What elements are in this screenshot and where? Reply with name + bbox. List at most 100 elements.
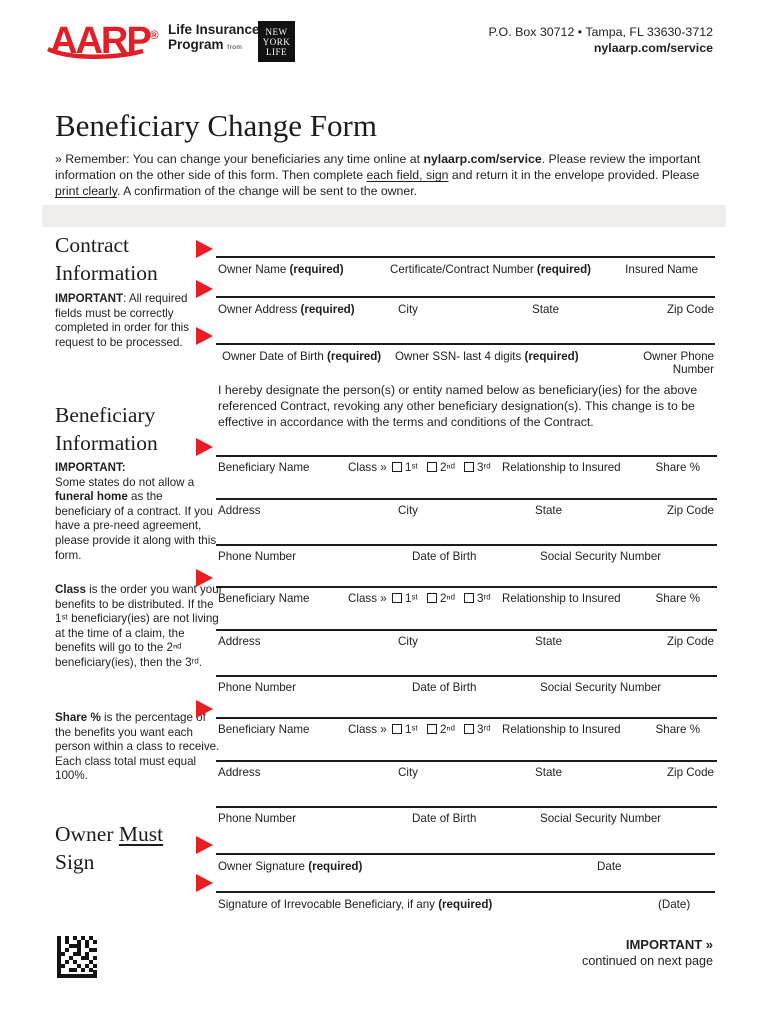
zip-label: Zip Code — [666, 303, 714, 316]
contract-section-heading: Contract Information — [55, 233, 158, 285]
beneficiary-phone-fill-line[interactable] — [216, 806, 717, 808]
owner-dob-fill-line[interactable] — [216, 343, 715, 345]
share-explanation-note: Share % is the percentage of the benefit… — [55, 711, 220, 783]
page-title: Beneficiary Change Form — [55, 108, 377, 143]
owner-address-fill-line[interactable] — [216, 296, 715, 298]
ssn-label: Social Security Number — [540, 550, 662, 563]
city-label: City — [398, 766, 418, 779]
zip-label: Zip Code — [666, 766, 714, 779]
footer-continued: continued on next page — [582, 954, 713, 968]
insured-name-label: Insured Name — [625, 263, 698, 276]
share-label: Share % — [655, 723, 700, 736]
beneficiary-name-fill-line[interactable] — [216, 586, 717, 588]
pointer-arrow-icon — [196, 569, 213, 587]
checkbox-icon[interactable] — [392, 462, 402, 472]
city-label: City — [398, 504, 418, 517]
pointer-arrow-icon — [196, 874, 213, 892]
owner-phone-label: Owner Phone Number — [643, 350, 714, 376]
footer-important: IMPORTANT » — [625, 937, 713, 952]
beneficiary-important-note: IMPORTANT: Some states do not allow a fun… — [55, 461, 217, 562]
beneficiary-name-label: Beneficiary Name — [218, 723, 310, 736]
pointer-arrow-icon — [196, 327, 213, 345]
owner-signature-fill-line[interactable] — [216, 853, 715, 855]
beneficiary-address-fill-line[interactable] — [216, 760, 717, 762]
beneficiary-name-fill-line[interactable] — [216, 717, 717, 719]
checkbox-icon[interactable] — [426, 593, 437, 603]
state-label: State — [532, 303, 560, 316]
beneficiary-name-label: Beneficiary Name — [218, 592, 310, 605]
pointer-arrow-icon — [196, 700, 213, 718]
class-label: Class » — [348, 461, 387, 474]
checkbox-icon[interactable] — [392, 724, 402, 734]
program-from-text: from — [227, 44, 243, 51]
beneficiary-name-fill-line[interactable] — [216, 455, 717, 457]
city-label: City — [398, 303, 418, 316]
class-3rd-checkbox[interactable]: 3ʳᵈ — [464, 461, 491, 474]
ssn-label: Social Security Number — [540, 681, 662, 694]
website-url[interactable]: nylaarp.com/service — [593, 41, 713, 55]
beneficiary-name-label: Beneficiary Name — [218, 461, 310, 474]
class-1st-checkbox[interactable]: 1ˢᵗ — [392, 592, 418, 605]
address-label: Address — [218, 635, 261, 648]
phone-label: Phone Number — [218, 812, 296, 825]
dob-label: Date of Birth — [412, 812, 477, 825]
owner-address-label: Owner Address (required) — [218, 303, 355, 316]
class-2nd-checkbox[interactable]: 2ⁿᵈ — [426, 592, 455, 605]
owner-ssn-label: Owner SSN- last 4 digits (required) — [395, 350, 579, 363]
share-label: Share % — [655, 592, 700, 605]
checkbox-icon[interactable] — [392, 593, 402, 603]
class-2nd-checkbox[interactable]: 2ⁿᵈ — [426, 461, 455, 474]
owner-name-fill-line[interactable] — [216, 256, 715, 258]
checkbox-icon[interactable] — [426, 724, 437, 734]
state-label: State — [535, 766, 563, 779]
relationship-label: Relationship to Insured — [502, 723, 621, 736]
irrevocable-signature-label: Signature of Irrevocable Beneficiary, if… — [218, 898, 493, 911]
zip-label: Zip Code — [666, 504, 714, 517]
beneficiary-phone-fill-line[interactable] — [216, 544, 717, 546]
new-york-life-logo: NEW YORK LIFE — [258, 21, 295, 62]
sign-section-heading: Owner Must Sign — [55, 822, 164, 874]
designation-statement: I hereby designate the person(s) or enti… — [218, 383, 698, 429]
relationship-label: Relationship to Insured — [502, 461, 621, 474]
po-box-address: P.O. Box 30712 • Tampa, FL 33630-3712 — [488, 25, 713, 39]
zip-label: Zip Code — [666, 635, 714, 648]
relationship-label: Relationship to Insured — [502, 592, 621, 605]
beneficiary-block-2: Beneficiary Name Class » 1ˢᵗ 2ⁿᵈ 3ʳᵈ Rel… — [216, 586, 717, 711]
address-label: Address — [218, 504, 261, 517]
intro-paragraph: » Remember: You can change your benefici… — [55, 152, 701, 199]
contract-important-note: IMPORTANT: All required fields must be c… — [55, 292, 190, 349]
date-label: (Date) — [658, 898, 691, 911]
state-label: State — [535, 635, 563, 648]
beneficiary-phone-fill-line[interactable] — [216, 675, 717, 677]
beneficiary-address-fill-line[interactable] — [216, 629, 717, 631]
pointer-arrow-icon — [196, 280, 213, 298]
registered-mark: ® — [149, 28, 159, 42]
class-explanation-note: Class is the order you want your benefit… — [55, 583, 223, 669]
owner-dob-label: Owner Date of Birth (required) — [222, 350, 382, 363]
class-label: Class » — [348, 723, 387, 736]
owner-name-label: Owner Name (required) — [218, 263, 344, 276]
class-1st-checkbox[interactable]: 1ˢᵗ — [392, 723, 418, 736]
checkbox-icon[interactable] — [464, 593, 474, 603]
checkbox-icon[interactable] — [464, 724, 474, 734]
state-label: State — [535, 504, 563, 517]
share-label: Share % — [655, 461, 700, 474]
city-label: City — [398, 635, 418, 648]
pointer-arrow-icon — [196, 438, 213, 456]
chevron-marker: » — [55, 152, 62, 166]
program-logo-text: Life Insurance Program from — [168, 22, 260, 52]
class-3rd-checkbox[interactable]: 3ʳᵈ — [464, 592, 491, 605]
checkbox-icon[interactable] — [426, 462, 437, 472]
checkbox-icon[interactable] — [464, 462, 474, 472]
class-2nd-checkbox[interactable]: 2ⁿᵈ — [426, 723, 455, 736]
ssn-label: Social Security Number — [540, 812, 662, 825]
section-divider-bar — [42, 205, 726, 227]
class-3rd-checkbox[interactable]: 3ʳᵈ — [464, 723, 491, 736]
dob-label: Date of Birth — [412, 550, 477, 563]
beneficiary-address-fill-line[interactable] — [216, 498, 717, 500]
class-1st-checkbox[interactable]: 1ˢᵗ — [392, 461, 418, 474]
phone-label: Phone Number — [218, 681, 296, 694]
contract-number-label: Certificate/Contract Number (required) — [390, 263, 592, 276]
irrevocable-signature-fill-line[interactable] — [216, 891, 715, 893]
